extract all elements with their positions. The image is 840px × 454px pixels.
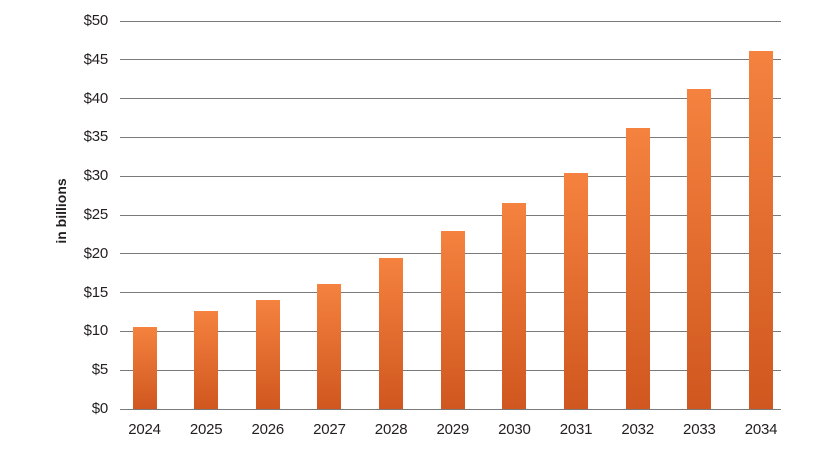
gridline (120, 175, 781, 177)
y-axis-tick-label: $50 (83, 12, 109, 29)
gridline (120, 214, 781, 216)
y-axis-tick-label: $15 (83, 283, 109, 301)
x-axis-tick-label: 2032 (621, 421, 654, 438)
bar-2024 (132, 326, 157, 409)
bar-2028 (379, 258, 404, 409)
y-axis-tick-label: $0 (91, 400, 108, 417)
x-axis-tick-label: 2030 (498, 421, 531, 438)
y-axis-tick-label: $40 (83, 89, 109, 107)
y-axis-tick-label: $35 (83, 128, 109, 146)
y-axis-tick-label: $5 (91, 361, 108, 379)
y-axis-tick-label: $10 (83, 322, 109, 340)
x-axis-tick-label: 2024 (128, 421, 161, 438)
gridline (120, 59, 781, 61)
bar-2027 (317, 284, 342, 409)
plot-area (120, 20, 781, 410)
x-axis-tick-label: 2033 (683, 421, 716, 438)
x-axis-tick-label: 2026 (251, 421, 285, 438)
gridline (120, 98, 781, 100)
x-axis-tick-label: 2029 (436, 421, 470, 438)
x-axis-tick-label: 2031 (559, 421, 593, 438)
y-axis-tick-label: $20 (83, 244, 109, 262)
gridline (120, 136, 781, 138)
bar-2032 (625, 128, 650, 409)
x-axis-tick-label: 2034 (744, 421, 778, 438)
y-axis-tick-label: $30 (83, 167, 109, 185)
x-axis-tick-label: 2027 (313, 421, 346, 438)
bar-2025 (194, 311, 219, 409)
bar-2029 (440, 230, 465, 409)
gridline (120, 20, 781, 22)
bar-2031 (564, 173, 589, 409)
y-axis-tick-label: $45 (83, 50, 109, 68)
bar-2026 (255, 299, 280, 409)
bar-2033 (687, 88, 712, 409)
gridline (120, 408, 781, 410)
bar-2034 (749, 51, 773, 409)
x-axis-tick-label: 2025 (189, 421, 223, 438)
y-axis-tick-label: $25 (83, 206, 109, 223)
x-axis-tick-label: 2028 (374, 421, 408, 438)
bar-2030 (502, 202, 527, 409)
